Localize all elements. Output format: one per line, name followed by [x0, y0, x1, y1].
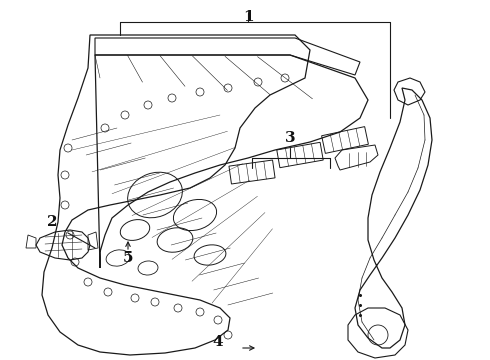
Text: 3: 3	[285, 131, 295, 145]
Text: 1: 1	[243, 10, 253, 24]
Text: 4: 4	[213, 335, 223, 349]
Text: 2: 2	[47, 215, 57, 229]
Text: 5: 5	[123, 251, 133, 265]
